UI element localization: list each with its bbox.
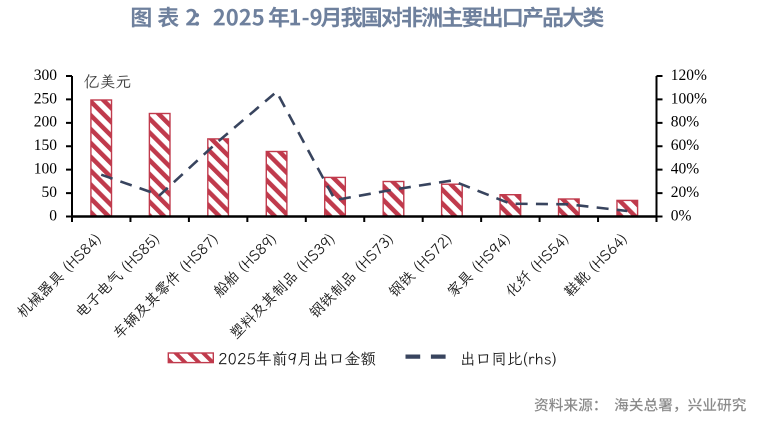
svg-text:0%: 0% [671, 207, 692, 224]
svg-text:0: 0 [49, 207, 57, 224]
svg-text:300: 300 [34, 67, 58, 84]
svg-text:100%: 100% [671, 90, 707, 107]
svg-text:120%: 120% [671, 67, 707, 84]
svg-text:20%: 20% [671, 184, 700, 201]
svg-text:80%: 80% [671, 114, 700, 131]
svg-text:200: 200 [34, 114, 58, 131]
svg-text:40%: 40% [671, 161, 700, 178]
svg-text:50: 50 [42, 184, 58, 201]
svg-text:150: 150 [34, 137, 58, 154]
svg-text:60%: 60% [671, 137, 700, 154]
svg-text:100: 100 [34, 161, 58, 178]
svg-text:250: 250 [34, 90, 58, 107]
